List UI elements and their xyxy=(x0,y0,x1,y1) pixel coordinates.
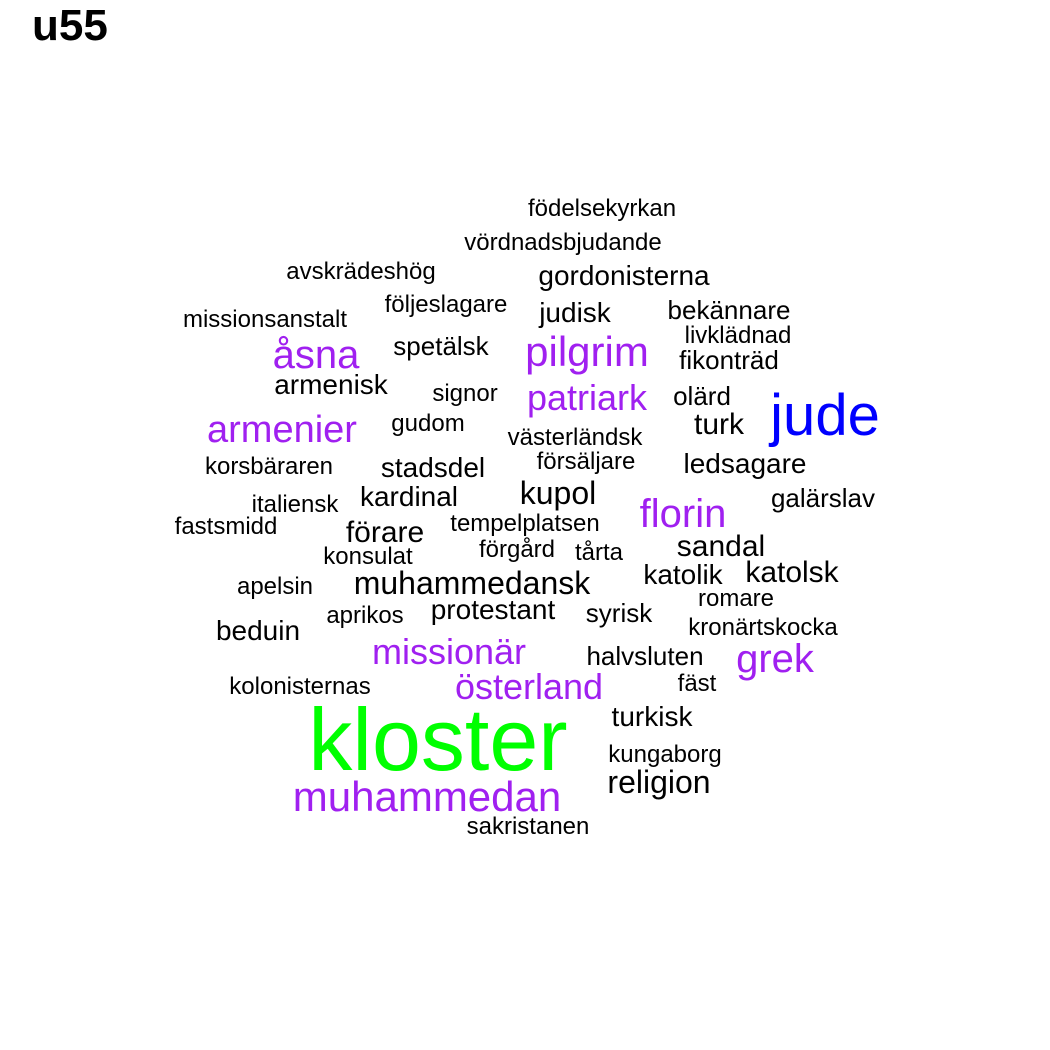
cloud-word: religion xyxy=(607,764,711,800)
cloud-word: förgård xyxy=(478,536,556,563)
cloud-word: ledsagare xyxy=(683,448,807,479)
cloud-word: gordonisterna xyxy=(538,260,710,291)
cloud-word: vördnadsbjudande xyxy=(464,229,662,256)
cloud-word: tårta xyxy=(574,539,624,566)
cloud-word: kronärtskocka xyxy=(688,614,838,641)
cloud-word: signor xyxy=(432,380,498,407)
cloud-word: syrisk xyxy=(585,598,653,628)
cloud-word: österland xyxy=(454,666,604,707)
cloud-word: judisk xyxy=(539,297,611,328)
cloud-word: kupol xyxy=(519,475,597,511)
cloud-word: konsulat xyxy=(323,543,413,570)
cloud-word: italiensk xyxy=(251,491,339,518)
cloud-word: fastsmidd xyxy=(174,513,278,540)
cloud-word: jude xyxy=(770,383,880,448)
cloud-word: beduin xyxy=(215,615,301,646)
plot-title: u55 xyxy=(32,1,108,50)
cloud-word: bekännare xyxy=(667,295,791,325)
cloud-word: muhammedansk xyxy=(353,565,591,601)
cloud-word: turkisk xyxy=(611,701,693,732)
cloud-word: följeslagare xyxy=(384,291,508,318)
cloud-word: avskrädeshög xyxy=(286,258,436,285)
cloud-word: katolsk xyxy=(745,556,839,589)
cloud-word: romare xyxy=(697,585,775,612)
cloud-word: fäst xyxy=(677,670,717,697)
cloud-word: missionsanstalt xyxy=(182,306,348,333)
cloud-word: västerländsk xyxy=(507,424,643,451)
cloud-word: katolik xyxy=(643,559,723,590)
cloud-word: tempelplatsen xyxy=(450,510,600,537)
cloud-word: sakristanen xyxy=(466,813,590,840)
cloud-word: försäljare xyxy=(536,448,636,475)
cloud-word: apelsin xyxy=(236,573,314,600)
cloud-word: grek xyxy=(736,637,814,681)
cloud-word: livklädnad xyxy=(684,322,792,349)
cloud-word: kloster xyxy=(308,690,568,789)
cloud-word: armenier xyxy=(207,409,357,451)
cloud-word: sandal xyxy=(676,530,766,563)
cloud-word: florin xyxy=(639,492,727,536)
cloud-word: åsna xyxy=(272,333,360,377)
cloud-word: kungaborg xyxy=(608,741,722,768)
cloud-word: protestant xyxy=(430,594,556,625)
cloud-word: födelsekyrkan xyxy=(527,195,677,222)
cloud-word: stadsdel xyxy=(380,452,486,483)
cloud-word: muhammedan xyxy=(292,773,562,820)
cloud-word: spetälsk xyxy=(393,331,489,361)
cloud-word: kolonisternas xyxy=(229,673,371,700)
cloud-word: armenisk xyxy=(274,369,388,400)
cloud-word: aprikos xyxy=(326,602,404,629)
cloud-word: gudom xyxy=(391,410,465,437)
cloud-word: korsbäraren xyxy=(204,453,334,480)
cloud-word: pilgrim xyxy=(525,328,649,375)
cloud-word: halvsluten xyxy=(586,641,704,671)
cloud-word: patriark xyxy=(526,377,648,418)
cloud-word: fikonträd xyxy=(679,345,779,375)
cloud-word: turk xyxy=(693,408,745,441)
cloud-word: kardinal xyxy=(359,481,459,512)
cloud-word: olärd xyxy=(673,381,731,411)
cloud-word: förare xyxy=(345,516,425,549)
cloud-word: galärslav xyxy=(770,483,876,513)
cloud-word: missionär xyxy=(371,631,527,672)
